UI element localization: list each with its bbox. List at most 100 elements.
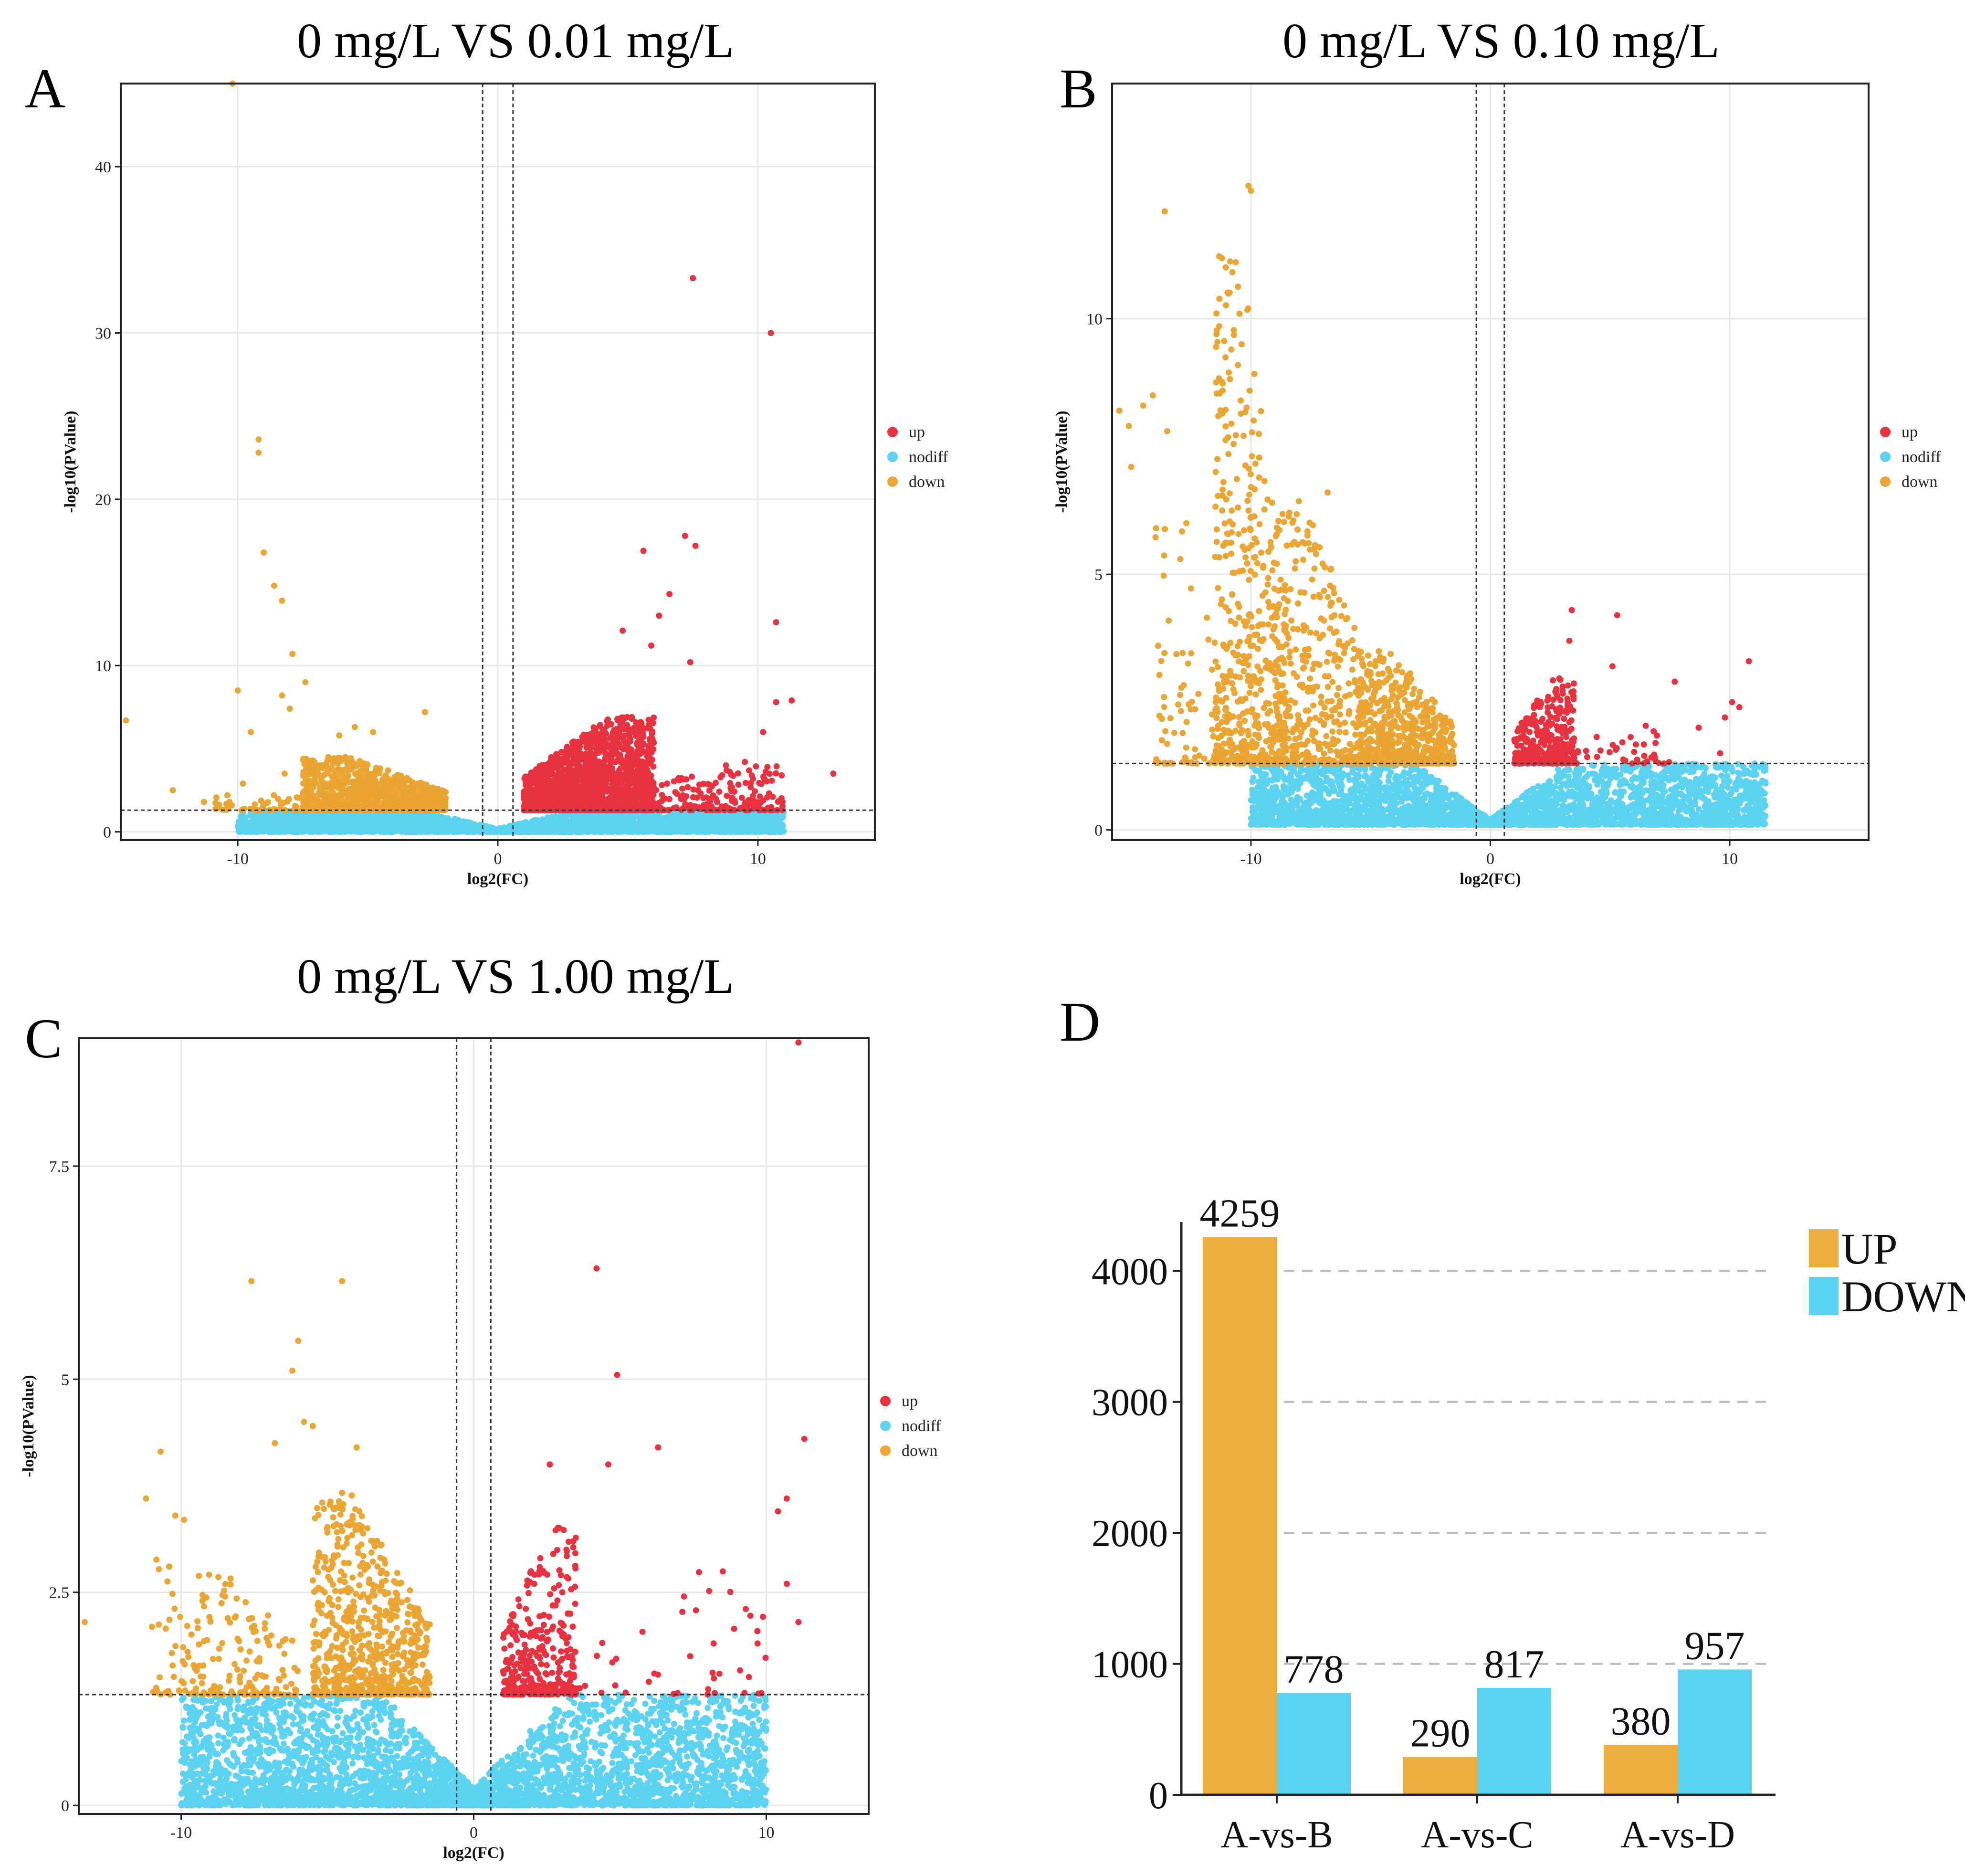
nodiff-point bbox=[722, 829, 728, 835]
nodiff-point bbox=[610, 818, 617, 825]
down-point bbox=[421, 781, 428, 788]
down-point bbox=[321, 792, 328, 799]
nodiff-point bbox=[465, 828, 472, 834]
down-point bbox=[346, 787, 352, 794]
down-point bbox=[376, 769, 383, 776]
nodiff-point bbox=[551, 814, 557, 821]
nodiff-point bbox=[540, 821, 547, 827]
down-point bbox=[325, 769, 331, 776]
down-point bbox=[334, 795, 341, 802]
nodiff-point bbox=[408, 812, 415, 819]
volcano-panel-A: A0 mg/L VS 0.01 mg/L-10 0 10010203040log2(… bbox=[25, 13, 948, 888]
nodiff-point bbox=[696, 819, 703, 826]
nodiff-point bbox=[600, 827, 607, 833]
nodiff-point bbox=[515, 824, 522, 831]
down-point bbox=[428, 789, 434, 795]
down-point bbox=[325, 754, 332, 760]
nodiff-point bbox=[569, 816, 576, 822]
nodiff-point bbox=[673, 817, 680, 823]
nodiff-point bbox=[580, 813, 587, 820]
nodiff-point bbox=[399, 817, 405, 824]
nodiff-point bbox=[746, 829, 752, 835]
nodiff-point bbox=[483, 825, 490, 832]
nodiff-point bbox=[476, 827, 483, 834]
down-point bbox=[363, 771, 369, 778]
nodiff-point bbox=[285, 821, 292, 828]
nodiff-point bbox=[544, 814, 551, 821]
nodiff-point bbox=[769, 824, 776, 831]
nodiff-point bbox=[496, 826, 503, 833]
down-point bbox=[376, 790, 383, 796]
nodiff-point bbox=[415, 820, 421, 827]
down-point bbox=[395, 772, 401, 779]
nodiff-point bbox=[350, 817, 357, 823]
down-point bbox=[334, 771, 341, 778]
nodiff-point bbox=[704, 827, 710, 834]
nodiff-point bbox=[460, 822, 467, 829]
nodiff-point bbox=[305, 813, 312, 820]
nodiff-point bbox=[532, 828, 539, 835]
nodiff-point bbox=[629, 821, 635, 828]
nodiff-point bbox=[333, 822, 340, 828]
down-point bbox=[260, 804, 266, 811]
down-point bbox=[379, 776, 386, 783]
down-point bbox=[350, 804, 357, 811]
nodiff-point bbox=[452, 815, 458, 822]
down-point bbox=[335, 754, 342, 761]
down-point bbox=[316, 773, 323, 780]
nodiff-point bbox=[590, 825, 597, 832]
nodiff-point bbox=[591, 818, 598, 825]
nodiff-point bbox=[578, 828, 584, 834]
down-point bbox=[390, 779, 397, 785]
nodiff-point bbox=[300, 825, 307, 832]
down-point bbox=[348, 759, 355, 766]
nodiff-point bbox=[291, 828, 297, 834]
down-point bbox=[300, 756, 307, 762]
down-point bbox=[382, 781, 389, 788]
nodiff-point bbox=[309, 823, 316, 830]
nodiff-point bbox=[738, 813, 745, 820]
nodiff-point bbox=[425, 820, 432, 827]
down-point bbox=[331, 777, 337, 784]
nodiff-point bbox=[669, 822, 676, 829]
nodiff-point bbox=[338, 828, 345, 835]
down-point bbox=[286, 796, 293, 802]
panel-letter: A bbox=[25, 57, 65, 120]
down-point bbox=[368, 797, 375, 804]
down-point bbox=[294, 794, 300, 801]
nodiff-point bbox=[609, 825, 615, 832]
down-point bbox=[344, 796, 351, 803]
nodiff-point bbox=[767, 815, 774, 822]
nodiff-point bbox=[738, 827, 745, 834]
nodiff-point bbox=[523, 828, 529, 834]
nodiff-point bbox=[431, 824, 437, 831]
down-point bbox=[355, 795, 361, 802]
nodiff-point bbox=[755, 815, 761, 822]
down-point bbox=[320, 762, 327, 769]
nodiff-point bbox=[378, 827, 385, 833]
down-point bbox=[315, 798, 322, 804]
nodiff-point bbox=[761, 813, 768, 820]
down-point bbox=[349, 779, 356, 786]
nodiff-point bbox=[680, 828, 687, 834]
down-point bbox=[305, 762, 312, 769]
nodiff-point bbox=[599, 818, 606, 825]
down-point bbox=[403, 775, 410, 781]
nodiff-point bbox=[661, 824, 667, 831]
nodiff-point bbox=[371, 822, 378, 828]
nodiff-point bbox=[648, 817, 654, 824]
nodiff-point bbox=[269, 828, 275, 835]
nodiff-point bbox=[388, 817, 394, 823]
down-point bbox=[337, 778, 344, 784]
down-point bbox=[329, 789, 336, 796]
down-point bbox=[278, 801, 284, 808]
nodiff-point bbox=[341, 819, 348, 826]
nodiff-point bbox=[299, 818, 306, 824]
nodiff-point bbox=[250, 827, 257, 834]
nodiff-point bbox=[627, 813, 633, 820]
down-point bbox=[394, 802, 401, 809]
down-point bbox=[355, 781, 362, 788]
down-point bbox=[225, 803, 232, 810]
down-point bbox=[418, 791, 425, 798]
nodiff-point bbox=[722, 816, 729, 822]
